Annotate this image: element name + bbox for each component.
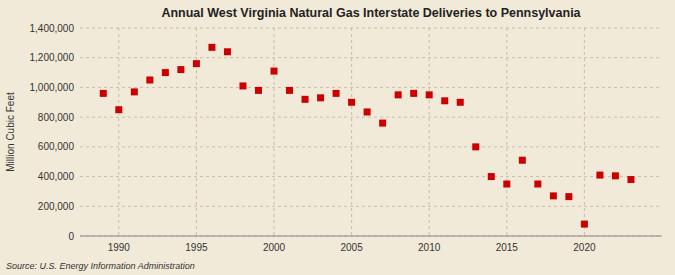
point (208, 44, 215, 51)
x-grid-line (506, 28, 507, 236)
point (100, 90, 107, 97)
y-tick-label: 1,200,000 (30, 52, 75, 63)
x-axis-line (80, 236, 662, 237)
y-axis-label: Million Cubic Feet (5, 92, 16, 172)
y-tick-label: 1,400,000 (30, 23, 75, 34)
y-grid-line (80, 146, 662, 147)
y-grid-line (80, 236, 662, 237)
point (224, 48, 231, 55)
point (162, 69, 169, 76)
y-tick-label: 800,000 (38, 112, 75, 123)
point (239, 82, 246, 89)
source: Source: U.S. Energy Information Administ… (6, 261, 195, 271)
x-tick-label: 2020 (573, 242, 596, 253)
point (395, 91, 402, 98)
y-tick-label: 1,000,000 (30, 82, 75, 93)
point (488, 173, 495, 180)
point (317, 94, 324, 101)
x-tick-label: 1995 (185, 242, 208, 253)
point (177, 66, 184, 73)
axes: 0 200,000 400,000 600,000 800,000 1,000,000 1,… (30, 23, 663, 254)
point (255, 87, 262, 94)
x-grid-line (429, 28, 430, 236)
y-grid-line (80, 87, 662, 88)
x-grid-line (584, 28, 585, 236)
y-grid-line (80, 206, 662, 207)
point (333, 90, 340, 97)
x-tick-label: 1990 (108, 242, 131, 253)
y-grid-line (80, 57, 662, 58)
point (146, 77, 153, 84)
point (503, 181, 510, 188)
point (271, 68, 278, 75)
x-grid-line (196, 28, 197, 236)
point (596, 172, 603, 179)
point (131, 88, 138, 95)
point (612, 172, 619, 179)
point (115, 106, 122, 113)
x-tick-label: 2010 (418, 242, 441, 253)
y-tick-label: 400,000 (38, 171, 75, 182)
point (302, 96, 309, 103)
y-tick-label: 0 (68, 231, 74, 242)
point (581, 221, 588, 228)
point (472, 143, 479, 150)
x-tick-label: 2000 (263, 242, 286, 253)
point (426, 91, 433, 98)
point (379, 120, 386, 127)
point (627, 176, 634, 183)
point (534, 181, 541, 188)
point (441, 97, 448, 104)
y-tick-label: 200,000 (38, 201, 75, 212)
point (410, 90, 417, 97)
x-tick-label: 2005 (340, 242, 363, 253)
x-grid-line (274, 28, 275, 236)
grid (80, 28, 662, 236)
point (286, 87, 293, 94)
x-grid-line (118, 28, 119, 236)
y-tick-label: 600,000 (38, 141, 75, 152)
point (364, 108, 371, 115)
point (348, 99, 355, 106)
point (519, 157, 526, 164)
point (193, 60, 200, 67)
y-grid-line (80, 117, 662, 118)
point (457, 99, 464, 106)
x-grid-line (351, 28, 352, 236)
y-grid-line (80, 28, 662, 29)
title: Annual West Virginia Natural Gas Interst… (161, 6, 581, 20)
y-grid-line (80, 176, 662, 177)
point (550, 192, 557, 199)
point (565, 193, 572, 200)
chart: 0 200,000 400,000 600,000 800,000 1,000,000 1,… (0, 0, 675, 275)
points (100, 44, 635, 228)
x-tick-label: 2015 (496, 242, 519, 253)
